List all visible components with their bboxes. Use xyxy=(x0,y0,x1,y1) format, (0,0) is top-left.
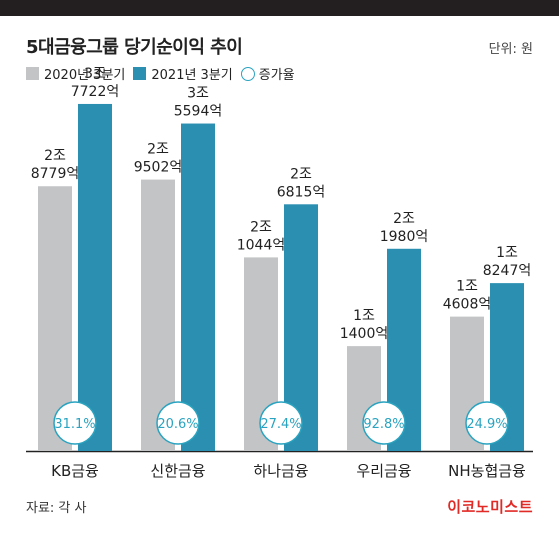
growth-rate-label-0: 31.1% xyxy=(54,417,95,432)
legend-swatch-2021 xyxy=(133,67,147,80)
top-bar xyxy=(0,0,559,16)
brand-logo: 이코노미스트 xyxy=(447,498,533,516)
bar-label-2021-1-eok: 5594억 xyxy=(174,104,223,120)
growth-circle-1 xyxy=(156,401,200,445)
legend: 2020년 3분기 2021년 3분기 증가율 xyxy=(26,64,303,83)
chart-title: 5대금융그룹 당기순이익 추이 xyxy=(26,37,243,58)
legend-item-2021: 2021년 3분기 xyxy=(133,64,233,83)
bar-label-2021-3-jo: 2조 xyxy=(393,211,415,227)
bar-label-2021-0-jo: 3조 xyxy=(84,66,106,82)
legend-label-rate: 증가율 xyxy=(258,68,295,83)
bar-label-2020-4-eok: 4608억 xyxy=(443,297,492,313)
category-label-0: KB금융 xyxy=(51,462,99,480)
growth-rate-label-4: 24.9% xyxy=(466,417,507,432)
legend-circle-icon xyxy=(240,66,255,81)
growth-rate-label-1: 20.6% xyxy=(157,417,198,432)
bar-label-2020-0-eok: 8779억 xyxy=(31,166,80,182)
bar-label-2020-2-eok: 1044억 xyxy=(237,237,286,253)
bar-label-2021-3-eok: 1980억 xyxy=(380,229,429,245)
bar-label-2020-4-jo: 1조 xyxy=(456,279,478,295)
unit-label: 단위: 원 xyxy=(488,42,533,57)
legend-item-2020: 2020년 3분기 xyxy=(26,64,125,83)
bar-label-2020-2-jo: 2조 xyxy=(250,219,272,235)
legend-item-rate: 증가율 xyxy=(240,64,295,83)
category-label-1: 신한금융 xyxy=(150,462,205,480)
bar-label-2020-0-jo: 2조 xyxy=(44,148,66,164)
growth-circle-3 xyxy=(362,401,406,445)
category-label-3: 우리금융 xyxy=(356,462,411,480)
bar-label-2021-2-jo: 2조 xyxy=(290,166,312,182)
bar-label-2021-4-eok: 8247억 xyxy=(483,263,532,279)
growth-circle-2 xyxy=(259,401,303,445)
bar-label-2020-3-jo: 1조 xyxy=(353,308,375,324)
growth-circle-4 xyxy=(465,401,509,445)
bar-label-2020-1-eok: 9502억 xyxy=(134,160,183,176)
growth-rate-label-2: 27.4% xyxy=(260,417,301,432)
category-label-2: 하나금융 xyxy=(253,462,308,480)
bar-label-2020-3-eok: 1400억 xyxy=(340,326,389,342)
growth-rate-label-3: 92.8% xyxy=(363,417,404,432)
bar-2021-0 xyxy=(78,103,112,451)
source-note: 자료: 각 사 xyxy=(26,501,87,516)
bar-label-2021-0-eok: 7722억 xyxy=(71,84,120,100)
bar-label-2021-1-jo: 3조 xyxy=(187,86,209,102)
bar-label-2021-2-eok: 6815억 xyxy=(277,184,326,200)
bar-2021-1 xyxy=(181,123,215,451)
bar-label-2020-1-jo: 2조 xyxy=(147,142,169,158)
category-label-4: NH농협금융 xyxy=(448,462,526,480)
growth-circle-0 xyxy=(53,401,97,445)
legend-label-2021: 2021년 3분기 xyxy=(151,68,233,83)
legend-swatch-2020 xyxy=(26,67,39,80)
bar-label-2021-4-jo: 1조 xyxy=(496,245,518,261)
legend-label-2020: 2020년 3분기 xyxy=(44,68,126,83)
